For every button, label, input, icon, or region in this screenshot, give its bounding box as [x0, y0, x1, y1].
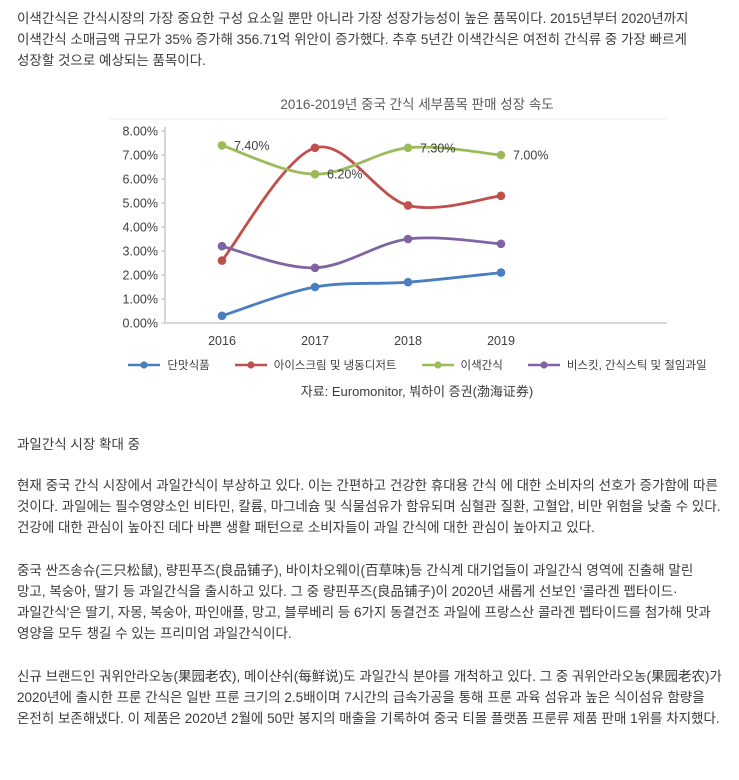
chart-title: 2016-2019년 중국 간식 세부품목 판매 성장 속도	[280, 97, 554, 112]
legend-label: 아이스크림 및 냉동디저트	[273, 360, 397, 372]
companies-paragraph: 중국 싼즈송슈(三只松鼠), 량핀푸즈(良品铺子), 바이차오웨이(百草味)등 …	[17, 563, 711, 641]
series-marker-biscuits-snack-sticks-pickled-fruit	[496, 239, 506, 249]
series-line-unique-snacks	[220, 144, 503, 176]
series-marker-sweet-foods	[217, 311, 227, 321]
legend-marker-icon	[527, 361, 560, 369]
data-label-unique-snacks: 7.30%	[420, 141, 455, 155]
legend-marker-icon	[128, 361, 161, 369]
series-marker-ice-cream-frozen-dessert	[403, 201, 413, 210]
series-marker-unique-snacks	[403, 143, 413, 153]
fruit-snack-paragraph: 현재 중국 간식 시장에서 과일간식이 부상하고 있다. 이는 간편하고 건강한…	[17, 478, 721, 535]
series-line-ice-cream-frozen-dessert	[220, 145, 503, 262]
series-line-sweet-foods	[220, 271, 503, 318]
y-axis-tick-label: 3.00%	[123, 245, 158, 259]
series-marker-biscuits-snack-sticks-pickled-fruit	[310, 263, 320, 273]
new-brands-paragraph: 신규 브랜드인 궈위안라오농(果园老农), 메이샨쉬(每鲜说)도 과일간식 분야…	[17, 669, 722, 726]
y-axis-tick-label: 4.00%	[123, 221, 158, 235]
y-axis-tick-label: 1.00%	[123, 293, 158, 307]
x-axis-tick-label: 2017	[301, 334, 329, 348]
series-marker-unique-snacks	[496, 150, 506, 160]
legend-label: 이색간식	[460, 360, 503, 372]
legend-item-ice-cream-frozen-dessert: 아이스크림 및 냉동디저트	[234, 357, 397, 373]
legend-item-unique-snacks: 이색간식	[421, 357, 503, 373]
legend-item-biscuits-snack-sticks-pickled-fruit: 비스킷, 간식스틱 및 절임과일	[527, 357, 707, 373]
legend-label: 단맛식품	[167, 360, 210, 372]
data-label-unique-snacks: 7.00%	[513, 149, 548, 163]
series-marker-ice-cream-frozen-dessert	[310, 143, 320, 153]
y-axis-tick-label: 8.00%	[123, 125, 158, 139]
y-axis-tick-label: 0.00%	[123, 317, 158, 331]
y-axis-tick-label: 5.00%	[123, 197, 158, 211]
y-axis-tick-label: 6.00%	[123, 173, 158, 187]
y-axis-tick-label: 2.00%	[123, 269, 158, 283]
series-marker-sweet-foods	[496, 268, 506, 277]
chart-legend: 단맛식품 아이스크림 및 냉동디저트 이색간식 비스킷, 간식스틱 및 절임과일	[107, 357, 727, 373]
section-heading: 과일간식 시장 확대 중	[17, 437, 141, 452]
x-axis-tick-label: 2018	[394, 334, 422, 348]
y-axis-tick-label: 7.00%	[123, 149, 158, 163]
legend-marker-icon	[234, 361, 267, 369]
series-marker-ice-cream-frozen-dessert	[217, 256, 227, 265]
series-marker-unique-snacks	[310, 169, 320, 179]
chart-source: 자료: Euromonitor, 붜하이 증권(渤海证券)	[300, 384, 534, 399]
article-page: 이색간식은 간식시장의 가장 중요한 구성 요소일 뿐만 아니라 가장 성장가능…	[17, 11, 727, 726]
series-marker-biscuits-snack-sticks-pickled-fruit	[217, 241, 227, 251]
data-label-unique-snacks: 6.20%	[327, 168, 362, 182]
series-marker-ice-cream-frozen-dessert	[496, 191, 506, 201]
series-marker-unique-snacks	[217, 141, 227, 150]
legend-marker-icon	[421, 361, 454, 369]
x-axis-tick-label: 2019	[487, 334, 515, 348]
snack-growth-chart: 2016-2019년 중국 간식 세부품목 판매 성장 속도 0.00% 1.00…	[107, 93, 727, 400]
series-marker-sweet-foods	[310, 282, 320, 292]
x-axis-tick-label: 2016	[208, 334, 236, 348]
series-line-biscuits-snack-sticks-pickled-fruit	[220, 236, 503, 270]
legend-item-sweet-foods: 단맛식품	[127, 357, 210, 373]
intro-paragraph: 이색간식은 간식시장의 가장 중요한 구성 요소일 뿐만 아니라 가장 성장가능…	[17, 11, 689, 68]
legend-label: 비스킷, 간식스틱 및 절임과일	[566, 360, 707, 372]
line-chart-canvas: 0.00% 1.00% 2.00% 3.00% 4.00% 5.00% 6.00% 7.00%…	[109, 118, 667, 348]
data-label-unique-snacks: 7.40%	[234, 139, 269, 153]
series-marker-sweet-foods	[403, 277, 413, 287]
series-marker-biscuits-snack-sticks-pickled-fruit	[403, 234, 413, 244]
